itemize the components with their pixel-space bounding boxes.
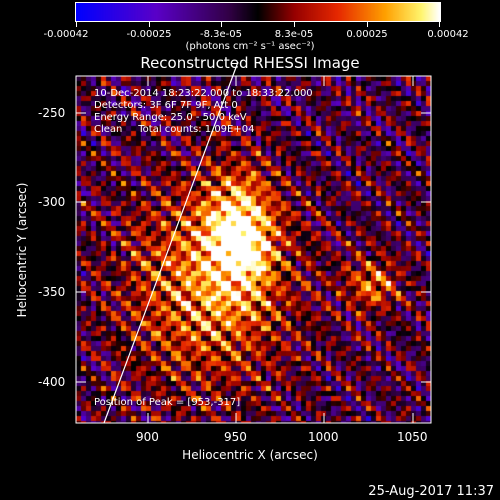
- solar-limb-line: [103, 61, 239, 424]
- x-tick-label: 1050: [397, 430, 428, 444]
- colorbar-gradient: [76, 3, 440, 21]
- colorbar-tick-label: -0.00042: [43, 29, 89, 40]
- colorbar-tick: [367, 22, 368, 27]
- detectors-label: Detectors: 3F 6F 7F 9F, Att 0: [94, 100, 238, 111]
- colorbar-tick-label: -8.3e-05: [200, 29, 242, 40]
- colorbar-units-label: (photons cm⁻² s⁻¹ asec⁻²): [185, 41, 315, 52]
- colorbar-tick: [294, 22, 295, 27]
- plot-frame: [75, 75, 432, 424]
- energy-range-label: Energy Range: 25.0 - 50.0 keV: [94, 112, 247, 123]
- x-axis-label: Heliocentric X (arcsec): [182, 448, 318, 462]
- y-tick-label: -350: [38, 285, 66, 299]
- colorbar-tick: [221, 22, 222, 27]
- rhessi-image: [76, 76, 431, 423]
- colorbar-tick-label: 0.00025: [346, 29, 388, 40]
- y-axis-label: Heliocentric Y (arcsec): [15, 182, 29, 318]
- colorbar-tick-label: 8.3e-05: [274, 29, 314, 40]
- colorbar-frame: [75, 2, 441, 22]
- peak-position-label: Position of Peak = [953,-317]: [94, 397, 241, 408]
- plot-title: Reconstructed RHESSI Image: [140, 54, 360, 72]
- x-tick-label: 900: [136, 430, 159, 444]
- colorbar-tick-label: 0.00042: [427, 29, 469, 40]
- x-tick-label: 1000: [308, 430, 339, 444]
- y-tick-label: -250: [38, 106, 66, 120]
- colorbar-tick-label: -0.00025: [126, 29, 172, 40]
- x-axis-ticks: [147, 76, 414, 423]
- time-range-label: 10-Dec-2014 18:23:22.000 to 18:33:22.000: [94, 88, 313, 99]
- clean-counts-label: Clean Total counts: 1.09E+04: [94, 124, 255, 135]
- y-tick-label: -400: [38, 375, 66, 389]
- plot-timestamp: 25-Aug-2017 11:37: [368, 484, 494, 499]
- colorbar-tick: [149, 22, 150, 27]
- y-tick-label: -300: [38, 195, 66, 209]
- colorbar-tick: [76, 22, 77, 27]
- x-tick-label: 950: [224, 430, 247, 444]
- y-axis-ticks: [76, 112, 431, 383]
- colorbar-tick: [439, 22, 440, 27]
